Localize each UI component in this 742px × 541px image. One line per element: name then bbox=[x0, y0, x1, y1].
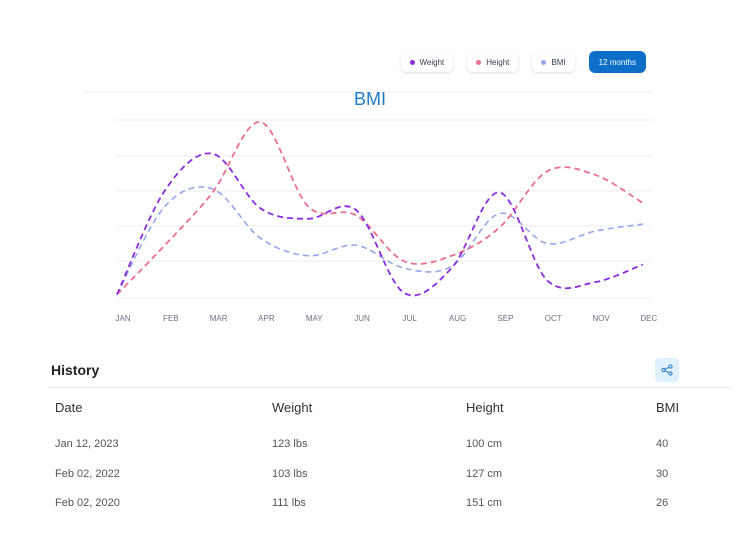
height-dot-icon bbox=[476, 59, 482, 65]
x-tick-label: JAN bbox=[115, 314, 130, 323]
row-height: 127 cm bbox=[466, 468, 503, 480]
row-bmi: 40 bbox=[656, 438, 669, 450]
row-weight: 123 lbs bbox=[272, 438, 308, 450]
chart-series bbox=[116, 121, 644, 297]
x-axis-ticks: JAN FEB MAR APR MAY JUN JUL AUG SEP OCT NOV DEC bbox=[115, 314, 657, 323]
chart-legend: Weight Height BMI 12 months bbox=[400, 51, 646, 73]
column-header-height: Height bbox=[466, 400, 504, 415]
row-date: Feb 02, 2020 bbox=[55, 497, 120, 509]
row-height: 100 cm bbox=[466, 438, 503, 450]
history-title: History bbox=[51, 362, 100, 378]
x-tick-label: OCT bbox=[545, 314, 562, 323]
x-tick-label: AUG bbox=[449, 314, 466, 323]
row-date: Feb 02, 2022 bbox=[55, 468, 120, 480]
weight-dot-icon bbox=[409, 59, 415, 65]
chart-title: BMI bbox=[354, 89, 386, 109]
legend-height-chip[interactable]: Height bbox=[467, 52, 519, 72]
series-line-bmi bbox=[116, 186, 643, 295]
share-button[interactable] bbox=[655, 358, 679, 382]
legend-weight-label: Weight bbox=[419, 57, 445, 67]
chart-grid bbox=[83, 91, 651, 299]
x-tick-label: JUL bbox=[403, 314, 418, 323]
x-tick-label: FEB bbox=[163, 314, 179, 323]
bmi-line-chart: BMI JAN FEB MAR APR MAY JUN JUL AUG SEP OCT NOV DEC bbox=[83, 89, 657, 323]
x-tick-label: DEC bbox=[640, 314, 657, 323]
range-12-months-button[interactable]: 12 months bbox=[588, 51, 646, 73]
column-header-bmi: BMI bbox=[656, 400, 680, 415]
row-bmi: 26 bbox=[656, 497, 669, 509]
row-weight: 103 lbs bbox=[272, 468, 308, 480]
column-header-weight: Weight bbox=[272, 400, 313, 415]
history-divider bbox=[48, 387, 732, 388]
legend-weight-chip[interactable]: Weight bbox=[400, 52, 454, 72]
row-weight: 111 lbs bbox=[272, 497, 306, 509]
x-tick-label: MAR bbox=[210, 314, 228, 323]
row-date: Jan 12, 2023 bbox=[55, 438, 119, 450]
series-line-height bbox=[116, 121, 644, 296]
legend-bmi-chip[interactable]: BMI bbox=[532, 52, 575, 72]
bmi-dot-icon bbox=[541, 59, 547, 65]
legend-bmi-label: BMI bbox=[551, 57, 566, 67]
x-tick-label: NOV bbox=[592, 314, 610, 323]
x-tick-label: SEP bbox=[497, 314, 513, 323]
x-tick-label: MAY bbox=[306, 314, 323, 323]
row-height: 151 cm bbox=[466, 497, 503, 509]
series-line-weight bbox=[116, 152, 644, 297]
x-tick-label: APR bbox=[258, 314, 275, 323]
row-bmi: 30 bbox=[656, 468, 669, 480]
column-header-date: Date bbox=[55, 400, 83, 415]
share-icon bbox=[661, 364, 673, 376]
x-tick-label: JUN bbox=[354, 314, 370, 323]
legend-height-label: Height bbox=[486, 57, 510, 67]
